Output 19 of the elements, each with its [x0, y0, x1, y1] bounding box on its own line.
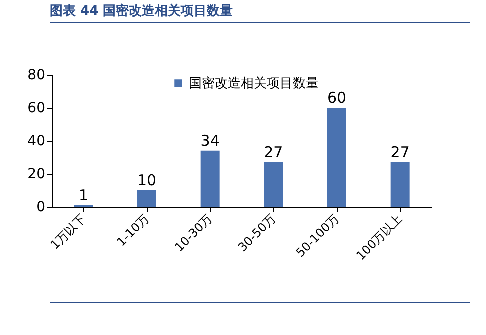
y-tick-label: 20 [28, 166, 46, 182]
bar [200, 150, 220, 207]
bar [328, 108, 346, 207]
data-label: 10 [137, 172, 157, 190]
y-tick-label: 0 [36, 200, 46, 216]
legend-label: 国密改造相关项目数量 [189, 76, 319, 92]
data-label: 34 [200, 132, 220, 150]
bar [264, 162, 284, 207]
y-tick-label: 40 [28, 134, 46, 150]
y-tick-label: 80 [28, 68, 46, 84]
data-label: 27 [264, 143, 284, 162]
y-tick-label: 60 [28, 100, 46, 116]
data-label: 1 [78, 186, 88, 204]
bar [390, 162, 410, 207]
chart-title: 图表 44 国密改造相关项目数量 [50, 2, 234, 20]
x-tick-label: 1万以下 [48, 212, 89, 252]
data-label: 27 [390, 143, 410, 162]
data-label: 60 [327, 89, 347, 107]
bar [138, 190, 156, 207]
